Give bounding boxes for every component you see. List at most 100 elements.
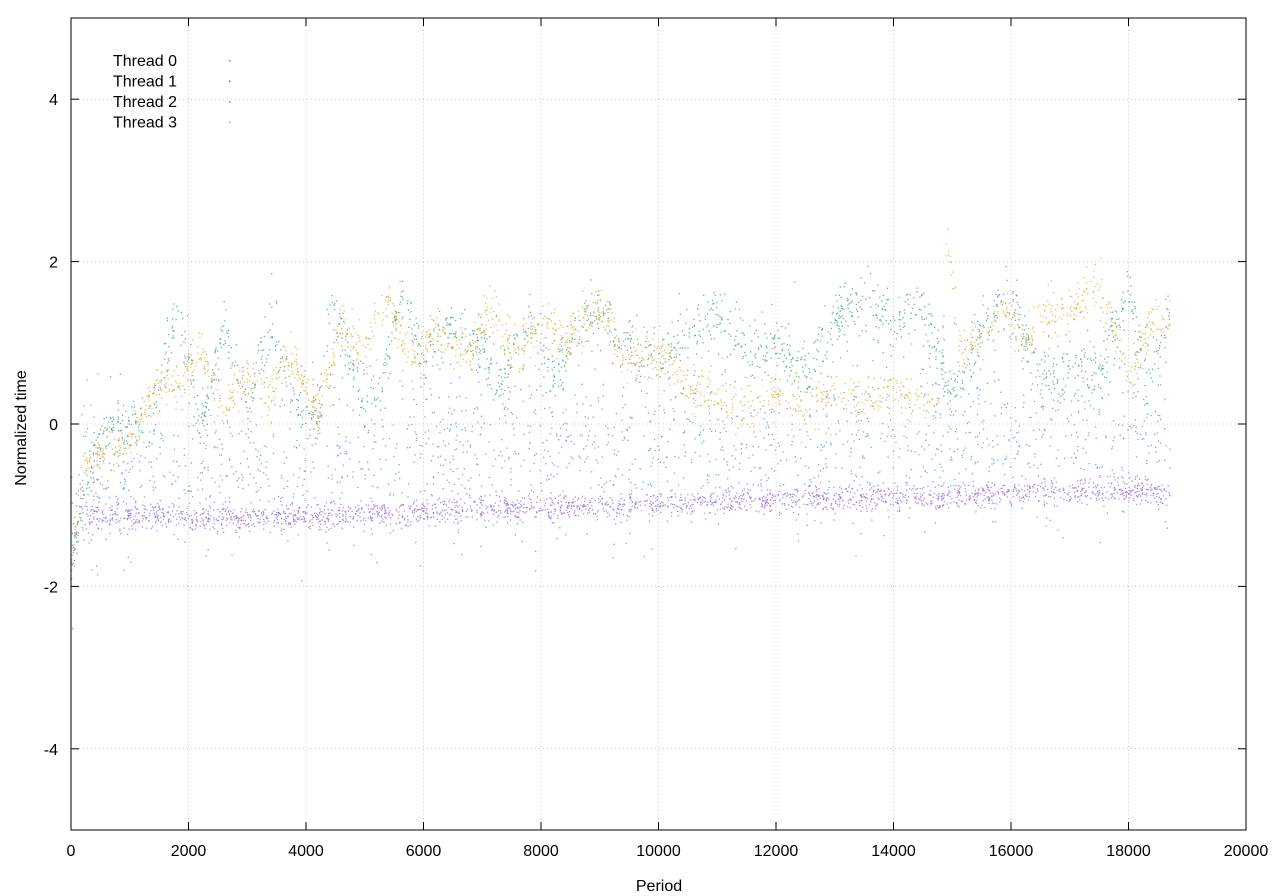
data-point [974,345,977,347]
data-point [117,451,119,454]
data-point [166,404,168,406]
data-point [363,445,365,448]
data-point [741,388,743,390]
data-point [636,361,638,363]
data-point [1024,329,1026,331]
data-point [702,429,704,431]
data-point [688,332,690,334]
data-point [1070,306,1072,308]
data-point [962,387,964,389]
data-point [556,473,558,475]
data-point [226,407,228,409]
data-point [96,447,99,449]
data-point [1158,305,1160,307]
data-point [1010,318,1013,321]
data-point [723,293,726,295]
data-point [1131,366,1133,368]
data-point [351,476,354,478]
data-point [966,339,969,341]
data-point [205,447,207,450]
data-point [202,405,205,407]
data-point [652,368,654,370]
data-point [212,392,214,395]
data-point [408,326,410,328]
data-point [407,309,409,311]
data-point [1075,293,1078,295]
data-point [350,346,353,348]
data-point [565,370,567,372]
data-point [1047,300,1049,302]
data-point [889,419,892,421]
data-point [406,361,408,363]
data-point [227,409,229,411]
data-point [920,373,922,375]
data-point [682,387,684,389]
data-point [139,418,141,420]
data-point [1099,466,1101,469]
data-point [839,286,841,288]
data-point [1075,457,1077,459]
data-point [911,307,913,309]
data-point [372,387,375,390]
data-point [864,393,866,395]
data-point [677,320,679,322]
data-point [1116,337,1119,340]
data-point [1031,337,1033,339]
data-point [582,316,584,318]
data-point [1151,381,1154,383]
data-point [123,447,125,450]
data-point [1080,490,1082,493]
data-point [675,349,677,351]
data-point [192,386,195,388]
data-point [843,397,845,399]
data-point [345,436,347,438]
data-point [1083,348,1085,350]
data-point [949,261,951,263]
data-point [634,458,636,460]
data-point [861,401,864,404]
data-point [174,380,176,382]
data-point [1077,375,1079,377]
data-point [620,521,622,524]
data-point [862,408,865,411]
data-point [469,364,471,366]
data-point [92,471,94,473]
data-point [1142,344,1145,346]
data-point [1067,372,1069,374]
data-point [571,338,574,340]
data-point [459,355,462,357]
data-point [176,401,178,403]
data-point [450,323,452,326]
data-point [265,376,268,379]
data-point [315,410,317,412]
data-point [479,433,482,435]
data-point [783,370,786,372]
data-point [77,520,80,522]
data-point [777,329,779,331]
data-point [328,549,330,551]
data-point [658,449,661,451]
data-point [113,418,115,421]
data-point [1045,317,1047,319]
data-point [830,322,832,324]
data-point [913,303,915,306]
data-point [141,430,143,432]
data-point [567,358,569,360]
data-point [326,350,328,352]
data-point [1150,311,1153,313]
data-point [136,423,138,425]
data-point [587,305,589,307]
data-point [748,407,750,409]
data-point [96,459,98,462]
data-point [237,379,239,381]
data-point [1147,337,1149,339]
data-point [587,315,589,317]
data-point [961,454,963,456]
data-point [331,294,333,297]
data-point [466,351,468,353]
data-point [82,490,84,492]
data-point [424,377,427,379]
data-point [868,375,870,378]
data-point [172,474,175,476]
data-point [357,486,359,489]
